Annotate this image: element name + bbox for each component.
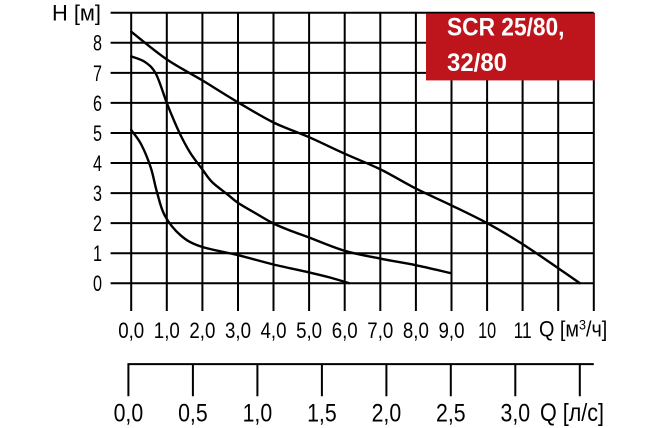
- svg-text:8: 8: [93, 31, 102, 56]
- svg-text:6: 6: [93, 91, 102, 116]
- svg-text:11: 11: [514, 318, 532, 343]
- svg-text:1,0: 1,0: [243, 400, 273, 428]
- svg-text:7,0: 7,0: [367, 318, 393, 343]
- svg-text:0,0: 0,0: [118, 318, 144, 343]
- svg-text:4,0: 4,0: [261, 318, 287, 343]
- svg-text:2,5: 2,5: [436, 400, 466, 428]
- svg-text:2,0: 2,0: [189, 318, 215, 343]
- svg-text:2: 2: [93, 211, 102, 236]
- svg-text:3: 3: [93, 181, 102, 206]
- svg-text:0: 0: [93, 271, 102, 296]
- svg-text:5: 5: [93, 121, 102, 146]
- svg-text:8,0: 8,0: [403, 318, 429, 343]
- svg-text:H [м]: H [м]: [52, 1, 101, 26]
- svg-text:7: 7: [93, 61, 102, 86]
- svg-text:10: 10: [478, 318, 496, 343]
- svg-text:0,5: 0,5: [178, 400, 208, 428]
- svg-text:9,0: 9,0: [439, 318, 465, 343]
- svg-text:1,0: 1,0: [154, 318, 180, 343]
- svg-text:3,0: 3,0: [225, 318, 251, 343]
- svg-text:1: 1: [93, 241, 102, 266]
- svg-text:6,0: 6,0: [332, 318, 358, 343]
- svg-text:5,0: 5,0: [296, 318, 322, 343]
- svg-text:2,0: 2,0: [372, 400, 402, 428]
- svg-text:4: 4: [93, 151, 102, 176]
- svg-text:Q [м3/ч]: Q [м3/ч]: [539, 317, 607, 342]
- svg-text:3,0: 3,0: [501, 400, 531, 428]
- svg-text:0,0: 0,0: [114, 400, 144, 428]
- svg-text:1,5: 1,5: [307, 400, 337, 428]
- svg-text:Q [л/с]: Q [л/с]: [540, 399, 604, 427]
- svg-text:32/80: 32/80: [447, 49, 507, 77]
- svg-text:SCR 25/80,: SCR 25/80,: [447, 14, 565, 42]
